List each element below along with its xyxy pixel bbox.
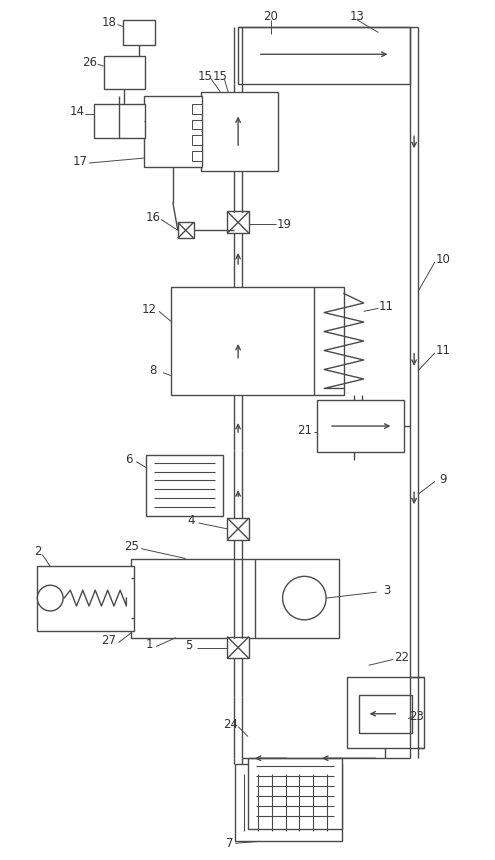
Text: 22: 22 [394,651,409,664]
Bar [123,20,155,46]
Bar [192,120,201,129]
Text: 27: 27 [101,634,116,647]
Bar [235,765,342,841]
Text: 15: 15 [198,70,213,83]
Bar [192,135,201,145]
Text: 11: 11 [435,344,450,358]
Text: 17: 17 [72,155,88,168]
Circle shape [283,576,326,620]
Bar [192,151,201,161]
Text: 2: 2 [34,545,41,558]
Bar [359,695,412,733]
Text: 15: 15 [213,70,228,83]
Bar [248,759,342,829]
Bar [178,223,194,238]
Text: 6: 6 [126,453,133,466]
Text: 8: 8 [149,364,157,378]
Bar [227,212,249,233]
Text: 12: 12 [142,303,156,316]
Bar [131,558,339,637]
Text: 7: 7 [226,837,234,850]
Bar [192,104,201,114]
Bar [317,401,404,452]
Text: 26: 26 [82,56,98,69]
Text: 24: 24 [223,718,238,731]
Bar [171,286,344,396]
Bar [227,636,249,659]
Bar [38,567,134,630]
Text: 1: 1 [146,638,153,651]
Text: 20: 20 [263,10,278,23]
Text: 10: 10 [435,254,450,267]
Bar [146,455,223,516]
Bar [238,27,410,84]
Bar [347,677,424,748]
Text: 25: 25 [124,540,139,553]
Bar [103,56,145,89]
Text: 16: 16 [146,211,160,224]
Text: 5: 5 [185,639,193,652]
Bar [94,104,145,138]
Text: 14: 14 [69,105,85,118]
Text: 11: 11 [379,300,394,313]
Text: 13: 13 [349,10,364,23]
Text: 21: 21 [297,423,312,437]
Text: 3: 3 [383,584,390,597]
Text: 19: 19 [277,218,292,230]
Bar [144,95,201,167]
Text: 18: 18 [102,16,117,29]
Text: 9: 9 [439,473,446,486]
Text: 4: 4 [187,514,195,527]
Bar [200,92,278,171]
Circle shape [38,586,63,611]
Text: 23: 23 [409,710,424,723]
Bar [227,518,249,540]
